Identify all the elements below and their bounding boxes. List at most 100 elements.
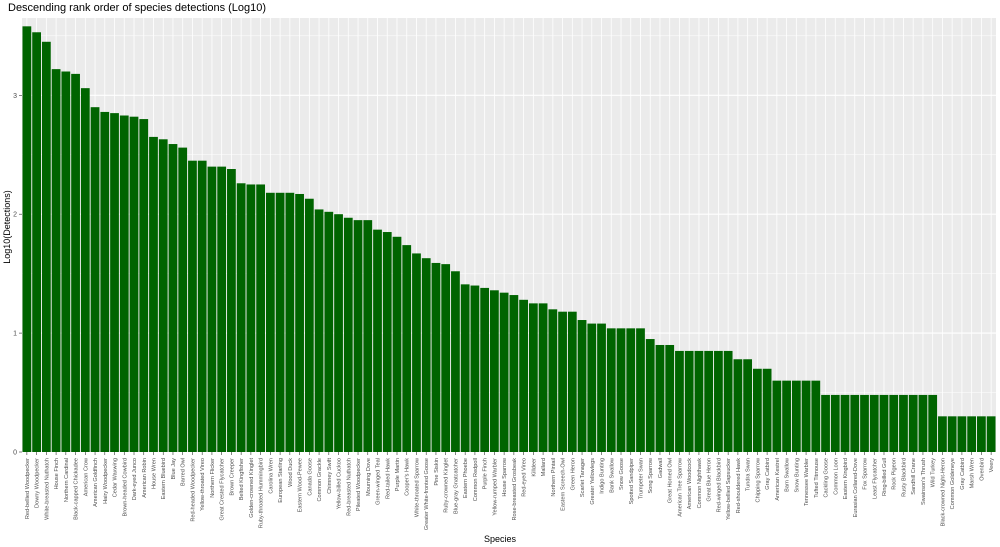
bar (762, 368, 772, 452)
bar (265, 192, 275, 452)
x-tick-label: Downy Woodpecker (35, 458, 41, 508)
x-tick-label: American Woodcock (687, 458, 693, 509)
bar (908, 394, 918, 452)
bar (733, 359, 743, 452)
bar (947, 416, 957, 452)
bar (343, 217, 353, 452)
bar (373, 229, 382, 452)
bar (334, 214, 343, 452)
x-tick-label: Veery (989, 458, 995, 473)
bar (665, 344, 675, 452)
x-tick-label: Golden-crowned Kinglet (249, 458, 255, 518)
bar (567, 311, 577, 452)
bar (889, 394, 899, 452)
bar (684, 350, 694, 452)
x-tick-label: Snow Goose (619, 458, 625, 490)
bar (295, 193, 304, 452)
bar (460, 284, 470, 452)
bar (830, 394, 840, 452)
bar (207, 166, 217, 453)
bar (256, 184, 266, 452)
bar (587, 323, 597, 452)
bar (236, 183, 246, 452)
x-tick-label: Gray Catbird (960, 458, 966, 490)
x-tick-label: Common Nighthawk (697, 458, 703, 509)
x-tick-label: Cedar Waxwing (113, 458, 119, 497)
x-tick-label: Song Sparrow (648, 457, 654, 493)
bar (675, 350, 684, 452)
x-tick-label: Dark-eyed Junco (132, 458, 138, 500)
x-tick-label: Gray Catbird (765, 458, 771, 490)
x-tick-label: Swainson's Thrush (921, 458, 927, 505)
bar (139, 119, 149, 453)
x-tick-label: Carolina Wren (268, 458, 274, 494)
bar (382, 232, 392, 452)
x-tick-label: Tennessee Warbler (804, 458, 810, 506)
x-tick-label: Black-crowned Night-Heron (940, 458, 946, 526)
x-tick-label: Common Redpoll (473, 458, 479, 501)
x-tick-label: Greater White-fronted Goose (424, 458, 430, 530)
x-tick-label: Barn Swallow (785, 457, 791, 492)
x-tick-label: White-breasted Nuthatch (44, 458, 50, 520)
x-tick-label: Wood Duck (288, 458, 294, 487)
plot-panel (22, 18, 996, 452)
bar (217, 166, 227, 453)
x-tick-label: Belted Kingfisher (239, 458, 245, 500)
bar (402, 245, 412, 452)
bar (304, 198, 314, 452)
bar (811, 380, 821, 452)
bar (821, 394, 830, 452)
bar (421, 258, 431, 452)
bar (451, 271, 460, 452)
x-tick-label: Pileated Woodpecker (356, 458, 362, 511)
x-tick-label: Eastern Phoebe (463, 458, 469, 498)
bar (51, 69, 61, 452)
bar (704, 350, 714, 452)
bar (168, 144, 178, 452)
x-tick-label: Eastern Screech-Owl (561, 458, 567, 511)
x-tick-label: American Kestrel (775, 458, 781, 501)
x-axis: Red-bellied Woodpecker Downy Woodpecker Wh… (25, 452, 995, 530)
x-tick-label: Yellow-rumped Warbler (492, 458, 498, 516)
bar (22, 26, 32, 452)
bar (636, 328, 645, 452)
bar (782, 380, 791, 452)
x-tick-label: Bank Swallow (609, 457, 615, 493)
x-tick-label: European Starling (278, 458, 284, 503)
bar (967, 416, 977, 452)
x-tick-label: Blue Jay (171, 458, 177, 480)
x-tick-label: Chipping Sparrow (755, 457, 761, 502)
x-tick-label: Eurasian Collared-Dove (853, 458, 859, 517)
bar (577, 320, 587, 452)
x-tick-label: Trumpeter Swan (638, 458, 644, 499)
bar (353, 220, 363, 452)
bar (61, 71, 71, 453)
bar (879, 394, 889, 452)
x-tick-label: Red-winged Blackbird (716, 458, 722, 512)
x-tick-label: Pine Siskin (434, 458, 440, 486)
bar (558, 311, 567, 452)
x-tick-label: Snow Bunting (794, 458, 800, 493)
x-tick-label: Gadwall (658, 458, 664, 478)
x-tick-label: Purple Martin (395, 458, 401, 491)
x-tick-label: Chimney Swift (327, 458, 333, 494)
x-tick-label: Least Flycatcher (872, 458, 878, 499)
x-tick-label: Hairy Woodpecker (103, 458, 109, 504)
x-tick-label: Wild Turkey (931, 458, 937, 487)
x-tick-label: Northern Pintail (551, 458, 557, 497)
x-tick-label: Mourning Dove (366, 458, 372, 496)
bar (509, 295, 519, 452)
bar (752, 368, 762, 452)
x-tick-label: American Tree Sparrow (677, 457, 683, 517)
bar (528, 303, 538, 452)
x-tick-label: Common Grackle (317, 458, 323, 502)
bar (246, 184, 256, 452)
bar (626, 328, 636, 452)
bar (90, 107, 100, 452)
x-tick-label: House Wren (151, 458, 157, 489)
bar (606, 328, 616, 452)
bar (119, 115, 129, 452)
bar (149, 136, 158, 452)
bar (41, 41, 51, 452)
